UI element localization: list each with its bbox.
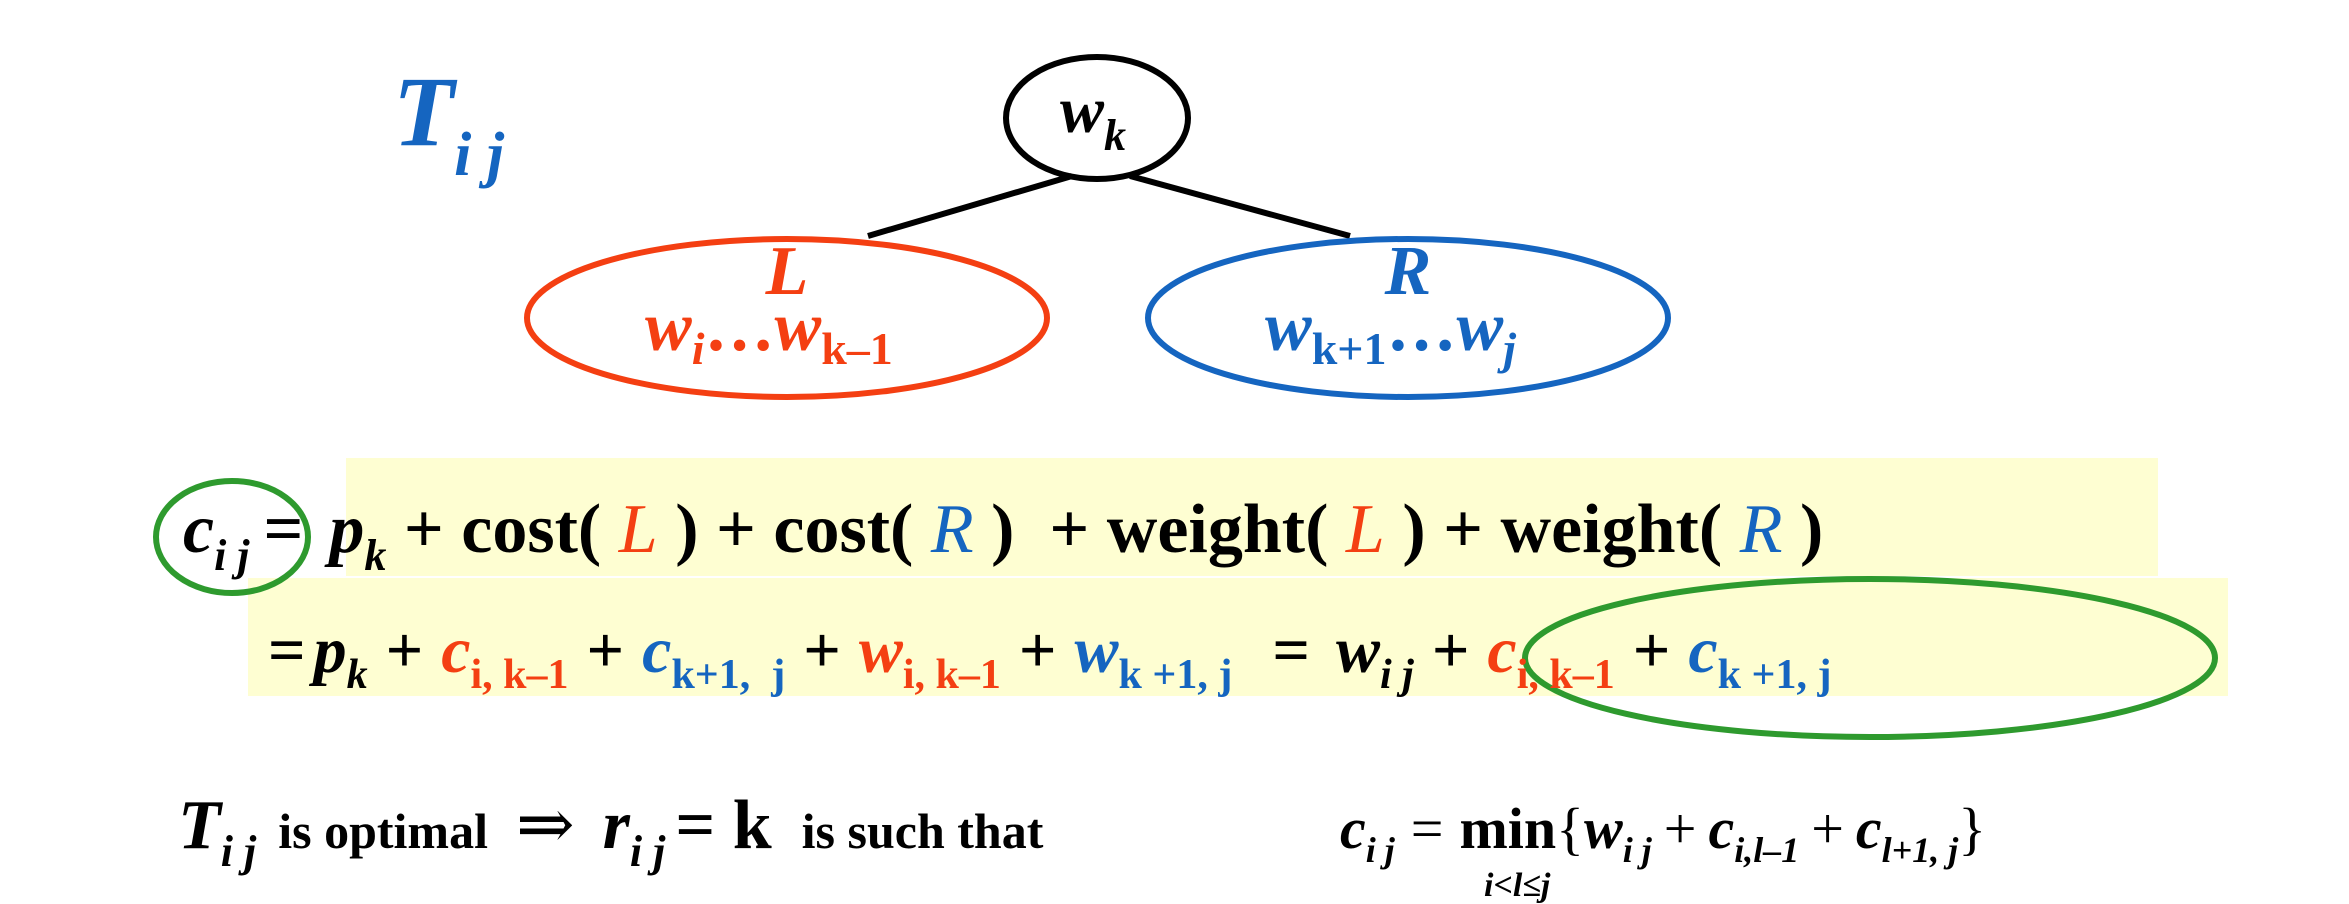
highlight-band-line2 xyxy=(248,578,2228,696)
tree-diagram: Ti j wk L wi…wk–1 R wk+1…wj xyxy=(393,54,1671,400)
right-subtree-letter: R xyxy=(1384,233,1432,310)
edge-root-left xyxy=(867,173,1073,239)
left-subtree-letter: L xyxy=(765,233,809,310)
root-node xyxy=(1003,54,1191,182)
line2-equation: = pk + ci, k–1 + ck+1, j + wi, k–1 + wk +1, j = wi … xyxy=(268,614,1831,698)
final-sum-highlight-ellipse xyxy=(1522,576,2218,740)
cij-highlight-circle xyxy=(153,478,311,596)
line1-equation: ci j = pk + cost( L ) + cost( R ) + weight… xyxy=(183,491,1823,580)
right-subtree-node xyxy=(1145,236,1671,400)
equation-line-1: ci j = pk + cost( L ) + cost( R ) + weight… xyxy=(153,478,1823,596)
highlight-band-line1 xyxy=(346,458,2158,576)
line3-statement: Ti j is optimal ⇒ ri j = k is such that xyxy=(178,787,1044,876)
line3-formula: ci j = min{wi j + ci,l–1 + cl+1, j} xyxy=(1340,796,1986,870)
edge-root-right xyxy=(1129,173,1351,239)
min-subscript: i<l≤j xyxy=(1484,867,1551,904)
left-subtree-node xyxy=(524,236,1050,400)
tree-title: Ti j xyxy=(393,56,505,189)
equation-line-3: Ti j is optimal ⇒ ri j = k is such that ci j =… xyxy=(178,787,1986,904)
right-subtree-range: wk+1…wj xyxy=(1265,289,1516,374)
equation-line-2: = pk + ci, k–1 + ck+1, j + wi, k–1 + wk +1, j = wi … xyxy=(268,576,2218,740)
left-subtree-range: wi…wk–1 xyxy=(645,289,893,374)
root-label: wk xyxy=(1060,74,1126,160)
